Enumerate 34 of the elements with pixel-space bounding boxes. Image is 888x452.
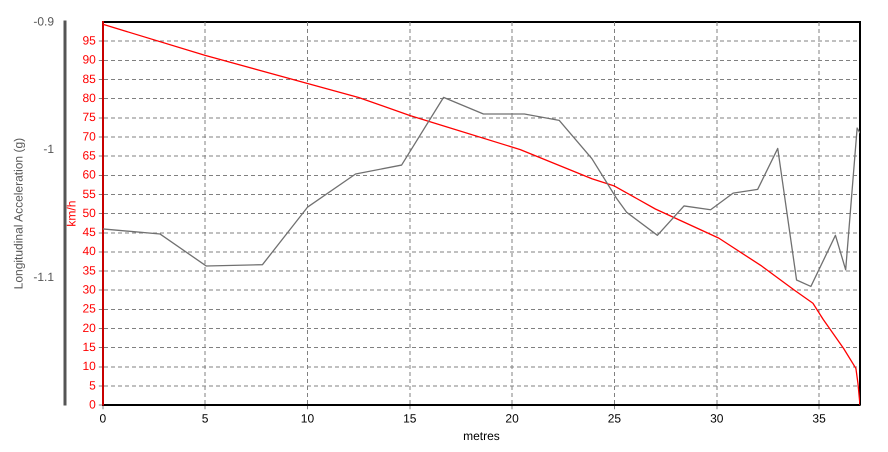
x-tick-label: 30 (710, 412, 724, 426)
x-tick-label: 10 (300, 412, 314, 426)
y2-tick-label: 35 (82, 263, 96, 278)
y2-tick-label: 50 (82, 206, 96, 220)
y2-tick-label: 25 (82, 302, 96, 316)
y2-tick-label: 30 (82, 282, 96, 297)
y2-tick-label: 95 (82, 33, 96, 48)
x-axis-title: metres (463, 429, 500, 444)
y2-tick-label: 40 (82, 244, 96, 258)
y2-tick-label: 20 (82, 320, 96, 335)
y-tick-label: -1 (43, 142, 54, 156)
y-axis-title: Longitudinal Acceleration (g) (12, 138, 26, 290)
y-tick-label: -0.9 (33, 14, 54, 28)
y2-tick-label: 55 (82, 186, 96, 201)
y2-tick-label: 60 (82, 168, 96, 182)
y2-tick-label: 45 (82, 225, 96, 240)
y2-tick-label: 5 (89, 378, 96, 392)
y2-tick-label: 65 (82, 148, 96, 162)
x-tick-label: 5 (202, 412, 209, 426)
y2-tick-label: 0 (89, 398, 96, 412)
y2-tick-label: 80 (82, 90, 96, 105)
x-tick-label: 15 (403, 412, 417, 426)
x-tick-label: 35 (812, 412, 826, 426)
y2-tick-label: 70 (82, 129, 96, 144)
y2-tick-label: 15 (82, 340, 96, 354)
y2-tick-label: 10 (82, 359, 96, 374)
y2-tick-label: 90 (82, 52, 96, 67)
y-tick-label: -1.1 (33, 270, 54, 284)
x-tick-label: 25 (608, 412, 622, 426)
x-tick-label: 20 (505, 412, 520, 426)
y2-tick-label: 85 (82, 72, 96, 86)
y2-tick-label: 75 (82, 110, 96, 124)
x-tick-label: 0 (99, 412, 106, 426)
y2-axis-title: km/h (64, 200, 79, 227)
